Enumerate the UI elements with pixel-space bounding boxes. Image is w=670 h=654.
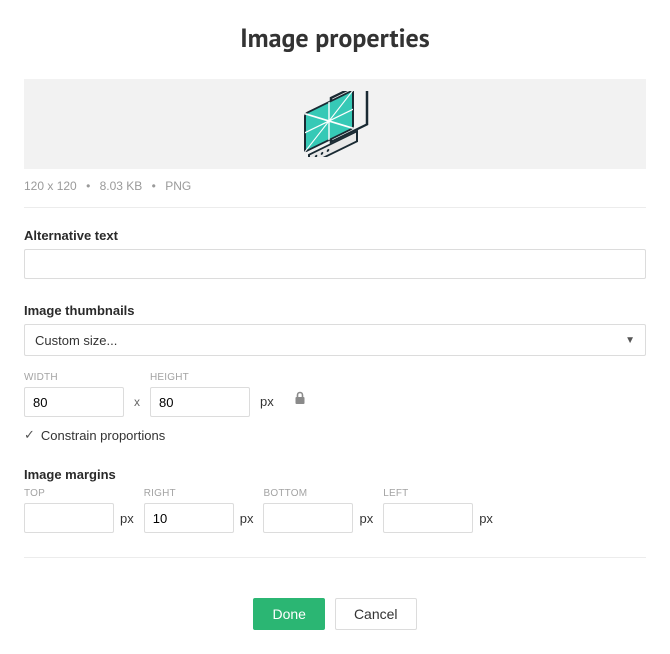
thumbnail-size-value: Custom size... — [35, 333, 117, 348]
lock-icon[interactable] — [294, 391, 306, 417]
margin-unit: px — [240, 511, 254, 526]
width-label: WIDTH — [24, 372, 124, 383]
margin-top-input[interactable] — [24, 503, 114, 533]
margins-section: Image margins TOP px RIGHT px BOTTOM — [24, 467, 646, 533]
margin-right-input[interactable] — [144, 503, 234, 533]
image-preview — [24, 79, 646, 169]
divider — [24, 557, 646, 558]
alt-text-input[interactable] — [24, 249, 646, 279]
margin-top-label: TOP — [24, 488, 134, 499]
constrain-label: Constrain proportions — [41, 428, 165, 443]
thumbnail-size-select[interactable]: Custom size... ▼ — [24, 324, 646, 356]
margin-left-input[interactable] — [383, 503, 473, 533]
file-size: 8.03 KB — [100, 179, 143, 193]
cancel-button[interactable]: Cancel — [335, 598, 417, 630]
chevron-down-icon: ▼ — [625, 335, 635, 346]
margins-label: Image margins — [24, 467, 646, 482]
margin-right-label: RIGHT — [144, 488, 254, 499]
dimension-unit: px — [260, 394, 274, 417]
margin-left-label: LEFT — [383, 488, 493, 499]
placeholder-image-icon — [298, 91, 372, 157]
alt-text-section: Alternative text — [24, 228, 646, 279]
divider — [24, 207, 646, 208]
dialog-footer: Done Cancel — [24, 598, 646, 630]
file-dimensions: 120 x 120 — [24, 179, 77, 193]
margin-unit: px — [120, 511, 134, 526]
done-button[interactable]: Done — [253, 598, 324, 630]
margin-bottom-label: BOTTOM — [263, 488, 373, 499]
width-input[interactable] — [24, 387, 124, 417]
thumbnails-section: Image thumbnails Custom size... ▼ WIDTH … — [24, 303, 646, 443]
checkmark-icon: ✓ — [24, 427, 35, 443]
alt-text-label: Alternative text — [24, 228, 646, 243]
dialog-title: Image properties — [24, 22, 646, 55]
height-input[interactable] — [150, 387, 250, 417]
dimension-separator: x — [134, 395, 140, 417]
file-metadata: 120 x 120 • 8.03 KB • PNG — [24, 179, 646, 193]
constrain-proportions-checkbox[interactable]: ✓ Constrain proportions — [24, 427, 646, 443]
thumbnails-label: Image thumbnails — [24, 303, 646, 318]
margin-unit: px — [479, 511, 493, 526]
file-format: PNG — [165, 179, 191, 193]
height-label: HEIGHT — [150, 372, 250, 383]
image-properties-dialog: Image properties — [0, 0, 670, 654]
margin-unit: px — [359, 511, 373, 526]
margin-bottom-input[interactable] — [263, 503, 353, 533]
